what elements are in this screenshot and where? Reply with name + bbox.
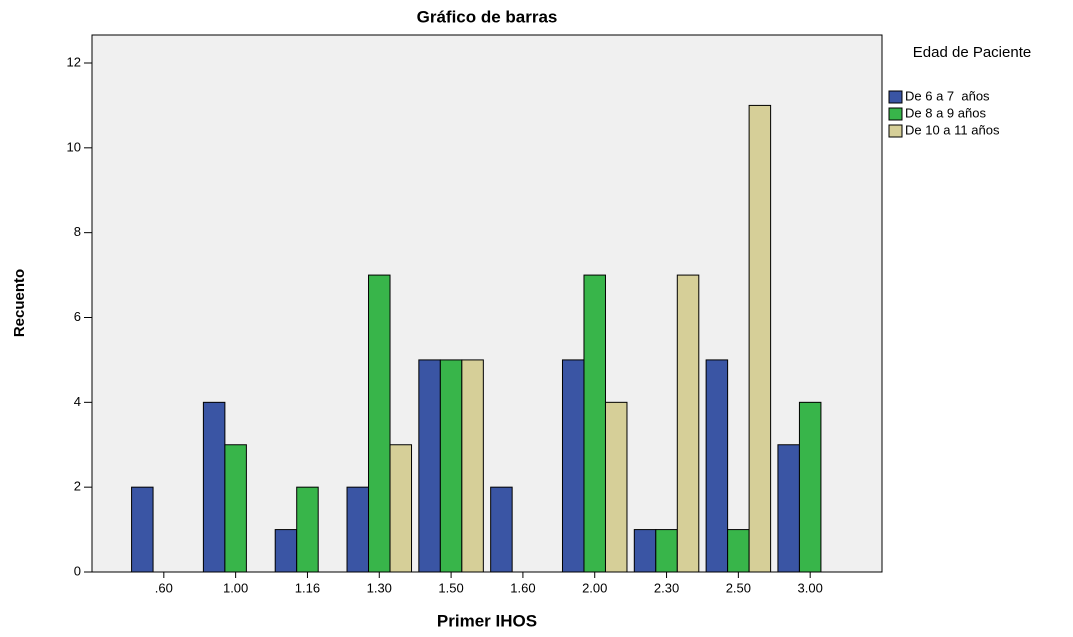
bar	[490, 486, 513, 573]
y-tick-label: 10	[67, 139, 81, 154]
bar	[604, 401, 628, 573]
bar	[274, 529, 298, 573]
x-tick-label: 2.30	[654, 580, 679, 595]
y-tick-label: 6	[74, 309, 81, 324]
y-tick-label: 0	[74, 563, 81, 578]
bar	[798, 401, 822, 573]
x-tick-label: 1.30	[367, 580, 392, 595]
x-tick-label: 2.00	[582, 580, 607, 595]
bar	[705, 359, 729, 573]
bar	[461, 359, 484, 573]
y-tick-label: 2	[74, 479, 81, 494]
x-axis-label: Primer IHOS	[437, 611, 537, 630]
legend-swatch	[888, 107, 903, 121]
bar	[368, 274, 391, 573]
bar	[655, 529, 678, 573]
y-tick-label: 8	[74, 224, 81, 239]
x-tick-label: 1.60	[510, 580, 535, 595]
bar	[439, 359, 463, 573]
x-tick-label: 1.50	[438, 580, 463, 595]
chart-title: Gráfico de barras	[417, 7, 558, 26]
x-tick-label: 1.16	[295, 580, 320, 595]
bar	[727, 529, 750, 573]
legend-title: Edad de Paciente	[912, 44, 1032, 61]
legend-label: De 6 a 7 años	[905, 88, 990, 103]
x-tick-label: 2.50	[726, 580, 751, 595]
legend-label: De 8 a 9 años	[905, 105, 986, 120]
bar	[777, 444, 800, 573]
bar	[296, 486, 319, 573]
bar	[202, 401, 226, 573]
bar	[131, 486, 154, 573]
y-tick-label: 4	[74, 394, 81, 409]
x-tick-label: 3.00	[798, 580, 823, 595]
bar	[389, 444, 413, 573]
x-tick-label: .60	[155, 580, 173, 595]
bar	[561, 359, 585, 573]
bar	[224, 444, 247, 573]
bar	[748, 104, 772, 573]
y-axis-label: Recuento	[11, 269, 28, 337]
legend-swatch	[888, 124, 903, 138]
bar	[676, 274, 700, 573]
y-tick-label: 12	[67, 54, 81, 69]
legend-swatch	[888, 90, 903, 104]
x-tick-label: 1.00	[223, 580, 248, 595]
bar	[418, 359, 441, 573]
bar	[633, 529, 657, 573]
bar	[346, 486, 370, 573]
legend-label: De 10 a 11 años	[905, 122, 1000, 137]
bar	[583, 274, 606, 573]
